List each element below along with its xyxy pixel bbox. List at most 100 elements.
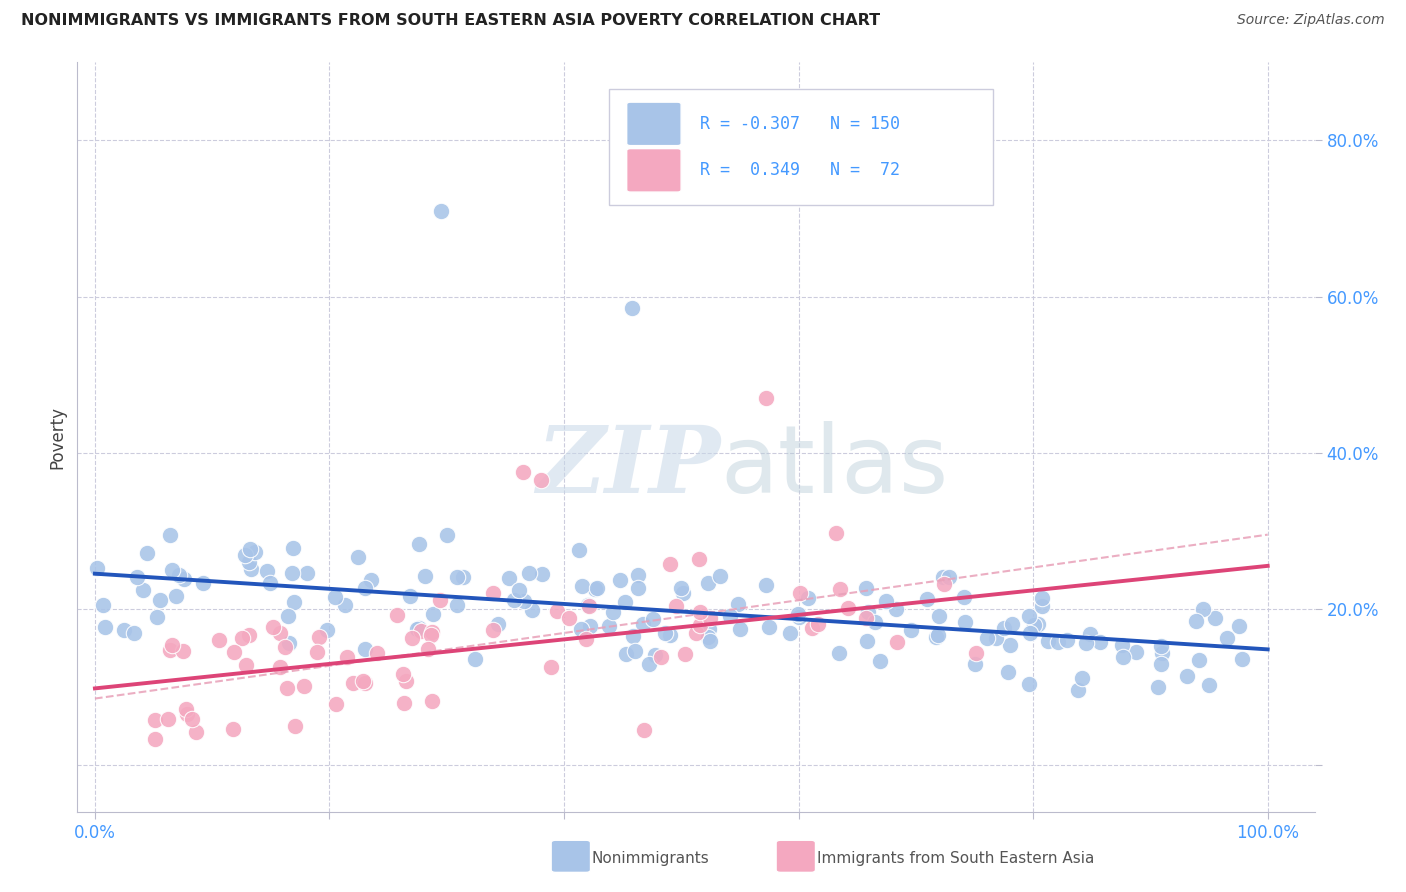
- Point: [245, 545, 267, 559]
- Point: [143, 713, 166, 727]
- Text: Immigrants from South Eastern Asia: Immigrants from South Eastern Asia: [817, 851, 1094, 865]
- Point: [884, 601, 907, 615]
- Text: Source: ZipAtlas.com: Source: ZipAtlas.com: [1237, 13, 1385, 28]
- Point: [1150, 646, 1173, 660]
- Point: [966, 646, 988, 660]
- Point: [576, 598, 599, 612]
- Point: [659, 628, 682, 642]
- Point: [1188, 653, 1211, 667]
- Point: [855, 581, 877, 595]
- Point: [482, 623, 505, 637]
- Point: [530, 566, 553, 581]
- Point: [1031, 599, 1053, 613]
- Point: [709, 569, 731, 583]
- Point: [173, 572, 195, 586]
- Point: [824, 525, 846, 540]
- Point: [669, 582, 692, 596]
- Point: [508, 582, 530, 597]
- Point: [283, 541, 305, 556]
- Point: [1185, 614, 1208, 628]
- Point: [342, 675, 364, 690]
- Point: [1056, 633, 1078, 648]
- Point: [143, 731, 166, 746]
- Point: [1018, 626, 1040, 640]
- Point: [1198, 678, 1220, 692]
- Point: [915, 592, 938, 607]
- Point: [486, 616, 509, 631]
- Point: [578, 599, 600, 614]
- Y-axis label: Poverty: Poverty: [48, 406, 66, 468]
- Point: [689, 605, 711, 619]
- Point: [1150, 639, 1173, 653]
- Point: [886, 634, 908, 648]
- Point: [482, 586, 505, 600]
- Point: [308, 630, 330, 644]
- Point: [295, 566, 318, 581]
- Text: R =  0.349   N =  72: R = 0.349 N = 72: [700, 161, 900, 179]
- Text: NONIMMIGRANTS VS IMMIGRANTS FROM SOUTH EASTERN ASIA POVERTY CORRELATION CHART: NONIMMIGRANTS VS IMMIGRANTS FROM SOUTH E…: [21, 13, 880, 29]
- Point: [502, 592, 524, 607]
- Point: [283, 595, 305, 609]
- Point: [925, 630, 948, 644]
- Point: [627, 568, 650, 582]
- Point: [413, 569, 436, 583]
- Point: [1112, 650, 1135, 665]
- Point: [262, 620, 284, 634]
- Point: [976, 631, 998, 645]
- Point: [172, 644, 194, 658]
- Point: [828, 582, 851, 596]
- Point: [422, 624, 444, 639]
- Point: [583, 582, 606, 596]
- Point: [292, 680, 315, 694]
- Point: [422, 694, 444, 708]
- Point: [464, 652, 486, 666]
- Point: [1018, 677, 1040, 691]
- Point: [353, 673, 375, 688]
- Point: [1070, 671, 1092, 685]
- Point: [136, 546, 159, 560]
- Point: [354, 642, 377, 657]
- Point: [315, 623, 337, 637]
- FancyBboxPatch shape: [627, 149, 681, 192]
- Point: [149, 592, 172, 607]
- Point: [277, 608, 299, 623]
- Point: [446, 598, 468, 612]
- Point: [159, 643, 181, 657]
- Point: [685, 626, 707, 640]
- Point: [429, 592, 451, 607]
- Point: [436, 528, 458, 542]
- Point: [1066, 683, 1088, 698]
- Point: [1022, 618, 1045, 632]
- Point: [1227, 618, 1250, 632]
- Point: [650, 650, 672, 665]
- Point: [963, 657, 986, 671]
- Point: [360, 573, 382, 587]
- Point: [546, 604, 568, 618]
- Point: [405, 622, 427, 636]
- Point: [598, 619, 620, 633]
- Point: [727, 597, 749, 611]
- Point: [938, 570, 960, 584]
- Point: [928, 608, 950, 623]
- Point: [239, 541, 262, 556]
- Point: [658, 557, 681, 571]
- Point: [354, 676, 377, 690]
- Point: [346, 549, 368, 564]
- Point: [673, 647, 696, 661]
- Point: [993, 621, 1015, 635]
- Point: [354, 581, 377, 595]
- Point: [174, 702, 197, 716]
- Point: [191, 576, 214, 591]
- Point: [571, 579, 593, 593]
- Point: [856, 633, 879, 648]
- Point: [395, 673, 418, 688]
- Point: [408, 537, 430, 551]
- Point: [240, 562, 263, 576]
- Point: [863, 615, 886, 630]
- Point: [1038, 634, 1060, 648]
- Point: [513, 594, 536, 608]
- Point: [1001, 617, 1024, 632]
- Point: [1111, 638, 1133, 652]
- Point: [789, 586, 811, 600]
- Point: [1192, 602, 1215, 616]
